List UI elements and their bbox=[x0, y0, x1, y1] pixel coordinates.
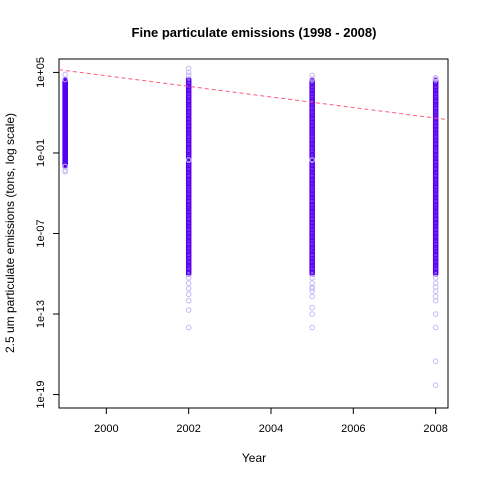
data-points bbox=[62, 65, 439, 388]
y-axis-label: 2.5 um particulate emissions (tons, log … bbox=[3, 113, 17, 353]
data-point bbox=[185, 65, 192, 72]
x-axis: 2000 2002 2004 2006 2008 bbox=[94, 407, 448, 435]
data-point bbox=[185, 275, 192, 281]
data-point bbox=[309, 304, 315, 311]
data-point bbox=[309, 275, 315, 281]
data-point bbox=[432, 76, 439, 83]
data-point bbox=[309, 311, 315, 317]
trend-line bbox=[58, 69, 449, 121]
data-point bbox=[432, 358, 439, 365]
data-point bbox=[432, 382, 439, 388]
y-tick-label: 1e-07 bbox=[35, 219, 47, 247]
data-point bbox=[432, 311, 439, 317]
data-point bbox=[309, 280, 315, 286]
data-point bbox=[309, 293, 315, 300]
data-point bbox=[309, 324, 315, 331]
y-axis: 1e+05 1e-01 1e-07 1e-13 1e-19 bbox=[35, 57, 60, 409]
data-point bbox=[432, 284, 439, 290]
data-point bbox=[185, 307, 192, 313]
data-point bbox=[432, 324, 439, 331]
x-tick-label: 2008 bbox=[423, 423, 447, 435]
data-point bbox=[432, 288, 439, 295]
data-point bbox=[185, 76, 192, 83]
data-point bbox=[432, 280, 439, 286]
data-point bbox=[62, 163, 68, 170]
data-point bbox=[309, 72, 315, 79]
x-tick-label: 2006 bbox=[341, 423, 365, 435]
data-point bbox=[432, 275, 439, 281]
y-tick-label: 1e-19 bbox=[35, 381, 47, 409]
y-tick-label: 1e+05 bbox=[35, 57, 47, 88]
x-tick-label: 2002 bbox=[176, 423, 200, 435]
data-point bbox=[185, 280, 192, 286]
trend-lines bbox=[58, 69, 449, 121]
x-tick-label: 2000 bbox=[94, 423, 118, 435]
chart-title: Fine particulate emissions (1998 - 2008) bbox=[132, 25, 377, 40]
x-tick-label: 2004 bbox=[259, 423, 283, 435]
data-point bbox=[309, 76, 315, 83]
data-point bbox=[185, 72, 192, 79]
data-point bbox=[432, 74, 439, 81]
x-axis-label: Year bbox=[242, 451, 266, 465]
y-tick-label: 1e-01 bbox=[35, 139, 47, 167]
data-point bbox=[185, 324, 192, 331]
data-point bbox=[432, 293, 439, 300]
data-point bbox=[185, 69, 192, 76]
data-point bbox=[185, 291, 192, 298]
y-tick-label: 1e-13 bbox=[35, 300, 47, 328]
plot-frame bbox=[58, 58, 449, 409]
data-point bbox=[185, 157, 192, 163]
data-point bbox=[62, 168, 68, 175]
data-point bbox=[185, 297, 192, 304]
data-point bbox=[62, 71, 68, 78]
data-point bbox=[185, 285, 192, 292]
data-point bbox=[309, 285, 315, 292]
data-point bbox=[432, 297, 439, 304]
data-point bbox=[62, 76, 68, 83]
data-point bbox=[309, 288, 315, 295]
data-point bbox=[309, 157, 315, 163]
